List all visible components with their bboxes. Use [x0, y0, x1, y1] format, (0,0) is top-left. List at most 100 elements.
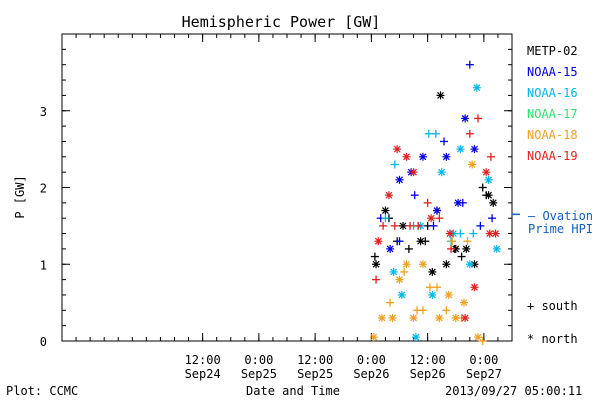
- data-point-north: [409, 168, 418, 177]
- data-point-north: [418, 260, 427, 269]
- data-point-north: [393, 145, 402, 154]
- plot-area: [61, 33, 513, 342]
- data-point-south: [423, 198, 432, 207]
- legend-series-label: NOAA-18: [527, 128, 578, 142]
- data-point-north: [442, 260, 451, 269]
- y-tick-label: 0: [40, 335, 47, 349]
- x-tick-label-time: 0:00: [469, 353, 498, 367]
- data-point-south: [447, 244, 456, 253]
- data-point-north: [484, 175, 493, 184]
- data-point-south: [465, 60, 474, 69]
- data-point-south: [469, 229, 478, 238]
- data-point-north: [468, 160, 477, 169]
- legend-series-label: NOAA-19: [527, 149, 578, 163]
- data-point-north: [435, 313, 444, 322]
- data-point-south: [372, 275, 381, 284]
- data-point-south: [433, 283, 441, 292]
- data-point-north: [388, 313, 397, 322]
- data-point-south: [395, 237, 404, 246]
- data-point-north: [395, 175, 404, 184]
- data-point-south: [431, 129, 440, 138]
- data-point-north: [428, 267, 437, 276]
- legend-south: + south: [527, 299, 578, 313]
- data-point-south: [390, 221, 399, 230]
- data-point-north: [411, 333, 420, 342]
- data-point-south: [442, 306, 451, 315]
- data-point-south: [418, 306, 427, 315]
- x-tick-label-date: Sep25: [297, 367, 333, 381]
- data-point-south: [414, 221, 423, 230]
- data-point-north: [402, 260, 411, 269]
- data-point-south: [474, 114, 483, 123]
- data-point-south: [478, 183, 487, 192]
- data-point-south: [404, 244, 413, 253]
- ovation-label-line2: Prime HPI: [528, 222, 593, 236]
- data-point-south: [440, 137, 449, 146]
- data-point-north: [372, 260, 381, 269]
- data-point-south: [390, 160, 399, 169]
- x-tick-label-date: Sep27: [466, 367, 502, 381]
- data-point-north: [437, 168, 446, 177]
- x-tick-label-date: Sep24: [185, 367, 221, 381]
- data-point-south: [386, 298, 395, 307]
- data-point-north: [451, 244, 460, 253]
- data-point-north: [416, 237, 425, 246]
- x-tick-label-date: Sep26: [353, 367, 389, 381]
- legend: METP-02 NOAA-15 NOAA-16 NOAA-17 NOAA-18 NOAA-…: [527, 44, 578, 163]
- data-point-south: [488, 214, 497, 223]
- ovation-label-line1: – Ovation: [528, 209, 593, 223]
- data-point-north: [459, 298, 468, 307]
- data-point-south: [457, 252, 466, 261]
- x-axis: 12:00Sep240:00Sep2512:00Sep250:00Sep2612…: [61, 34, 513, 381]
- data-point-north: [369, 333, 378, 342]
- data-point-south: [370, 252, 379, 261]
- data-point-south: [476, 221, 485, 230]
- data-point-north: [397, 290, 406, 299]
- y-tick-label: 1: [40, 258, 47, 272]
- footer-plot-credit: Plot: CCMC: [6, 384, 78, 398]
- data-point-north: [395, 275, 404, 284]
- x-axis-label: Date and Time: [246, 384, 340, 398]
- x-tick-label-time: 12:00: [297, 353, 333, 367]
- legend-north: * north: [527, 332, 578, 346]
- legend-series-label: NOAA-16: [527, 86, 578, 100]
- data-point-north: [381, 206, 390, 215]
- chart-title: Hemispheric Power [GW]: [182, 13, 381, 31]
- data-point-north: [409, 313, 418, 322]
- data-point-north: [474, 333, 483, 342]
- x-tick-label-date: Sep26: [410, 367, 446, 381]
- data-point-south: [463, 237, 472, 246]
- data-point-north: [451, 313, 460, 322]
- data-point-north: [470, 145, 479, 154]
- data-point-north: [433, 206, 441, 215]
- data-point-north: [461, 313, 470, 322]
- data-point-south: [410, 191, 419, 200]
- ovation-prime-marker: – Ovation Prime HPI: [512, 209, 593, 236]
- data-point-north: [462, 244, 471, 253]
- data-point-north: [384, 191, 393, 200]
- data-point-north: [472, 83, 481, 92]
- data-point-south: [486, 152, 495, 161]
- data-point-south: [381, 214, 390, 223]
- data-point-north: [377, 313, 386, 322]
- data-point-north: [444, 290, 453, 299]
- y-axis-label: P [GW]: [13, 175, 27, 218]
- data-point-north: [461, 114, 470, 123]
- data-point-north: [492, 244, 501, 253]
- data-point-north: [389, 267, 398, 276]
- y-axis: 0 1 2 3: [40, 33, 512, 349]
- data-point-south: [456, 229, 465, 238]
- x-tick-label-time: 12:00: [410, 353, 446, 367]
- legend-series-label: NOAA-17: [527, 107, 578, 121]
- data-point-south: [429, 221, 438, 230]
- data-point-north: [482, 168, 491, 177]
- data-point-south: [425, 283, 434, 292]
- data-point-south: [379, 221, 388, 230]
- data-point-north: [470, 283, 479, 292]
- data-point-north: [402, 152, 411, 161]
- data-point-north: [484, 191, 493, 200]
- data-point-south: [435, 214, 444, 223]
- data-point-south: [406, 221, 415, 230]
- data-point-north: [374, 237, 383, 246]
